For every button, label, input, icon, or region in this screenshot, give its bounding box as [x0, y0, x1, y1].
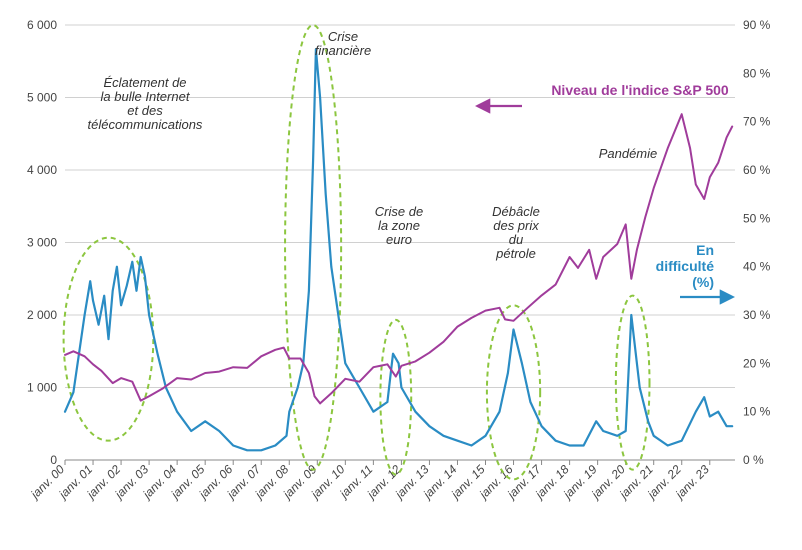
annotation-label-euro: la zone: [378, 218, 420, 233]
svg-text:4 000: 4 000: [27, 163, 57, 177]
svg-text:difficulté: difficulté: [656, 258, 715, 274]
annotation-label-gfc: Crise: [328, 29, 358, 44]
annotation-label-euro: euro: [386, 232, 412, 247]
annotation-label-gfc: financière: [315, 43, 371, 58]
svg-text:10 %: 10 %: [743, 405, 771, 419]
series-label-sp500: Niveau de l'indice S&P 500: [551, 82, 729, 98]
svg-text:3 000: 3 000: [27, 236, 57, 250]
annotation-label-euro: Crise de: [375, 204, 423, 219]
annotation-label-dotcom: Éclatement de: [103, 75, 186, 90]
svg-text:6 000: 6 000: [27, 18, 57, 32]
svg-text:90 %: 90 %: [743, 18, 771, 32]
annotation-label-dotcom: et des: [127, 103, 163, 118]
series-label-distress: En: [696, 242, 714, 258]
svg-text:5 000: 5 000: [27, 91, 57, 105]
svg-text:60 %: 60 %: [743, 163, 771, 177]
annotation-label-pandemic: Pandémie: [599, 146, 658, 161]
svg-text:40 %: 40 %: [743, 260, 771, 274]
svg-text:80 %: 80 %: [743, 66, 771, 80]
svg-text:30 %: 30 %: [743, 308, 771, 322]
annotation-label-oil: des prix: [493, 218, 539, 233]
svg-text:1 000: 1 000: [27, 381, 57, 395]
annotation-label-oil: du: [509, 232, 523, 247]
svg-text:50 %: 50 %: [743, 211, 771, 225]
svg-text:(%): (%): [692, 274, 714, 290]
annotation-label-oil: pétrole: [495, 246, 536, 261]
svg-text:20 %: 20 %: [743, 356, 771, 370]
svg-text:0 %: 0 %: [743, 453, 764, 467]
annotation-label-dotcom: télécommunications: [88, 117, 203, 132]
annotation-label-oil: Débâcle: [492, 204, 540, 219]
sp500-distress-chart: 01 0002 0003 0004 0005 0006 0000 %10 %20…: [0, 0, 802, 550]
annotation-label-dotcom: la bulle Internet: [101, 89, 191, 104]
svg-text:70 %: 70 %: [743, 115, 771, 129]
chart-svg: 01 0002 0003 0004 0005 0006 0000 %10 %20…: [0, 0, 802, 550]
svg-text:2 000: 2 000: [27, 308, 57, 322]
